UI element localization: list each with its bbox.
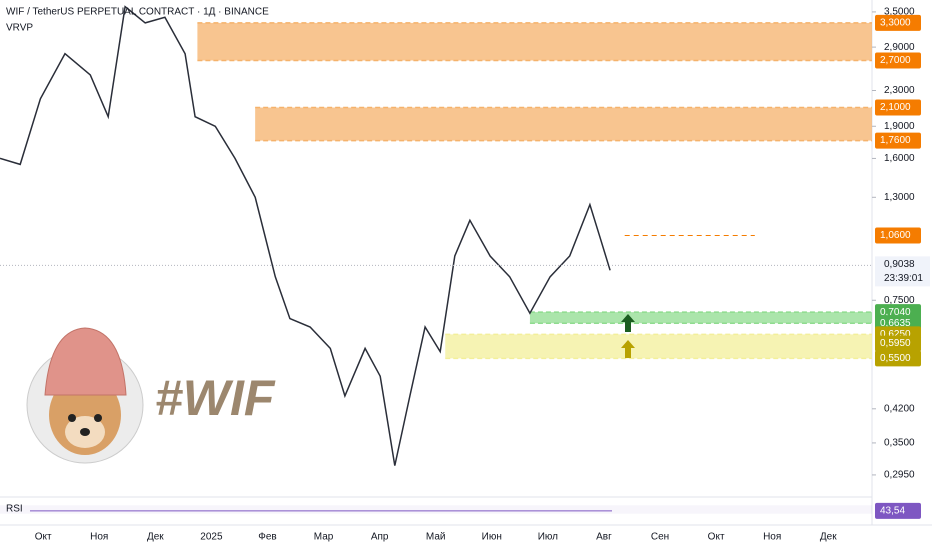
indicator-label: VRVP — [6, 23, 33, 34]
price-label-box — [875, 132, 921, 149]
price-label-box — [875, 227, 921, 244]
price-label: 1,7600 — [880, 135, 911, 146]
x-tick-label: Авг — [596, 532, 612, 543]
price-label-box — [875, 14, 921, 31]
x-tick-label: Сен — [651, 532, 669, 543]
last-price-label: 0,9038 — [884, 259, 915, 270]
x-tick-label: Дек — [820, 532, 837, 543]
y-tick-label: 0,7500 — [884, 295, 915, 306]
zone — [197, 22, 872, 61]
x-tick-label: Дек — [147, 532, 164, 543]
arrow-up — [621, 314, 635, 332]
y-tick-label: 1,6000 — [884, 153, 915, 164]
x-tick-label: Июн — [482, 532, 502, 543]
x-tick-label: Окт — [708, 532, 725, 543]
chart-title: WIF / TetherUS PERPETUAL CONTRACT · 1Д ·… — [6, 7, 269, 18]
price-label: 2,7000 — [880, 55, 911, 66]
y-tick-label: 2,9000 — [884, 42, 915, 53]
x-tick-label: Апр — [371, 532, 389, 543]
price-label-box — [875, 99, 921, 116]
price-label: 2,1000 — [880, 102, 911, 113]
price-line — [0, 5, 611, 466]
price-label-box — [875, 350, 921, 367]
price-label: 1,0600 — [880, 230, 911, 241]
countdown: 23:39:01 — [884, 273, 923, 284]
x-tick-label: Окт — [35, 532, 52, 543]
price-label-box — [875, 335, 921, 352]
x-tick-label: Мар — [314, 532, 334, 543]
x-tick-label: Май — [426, 532, 446, 543]
price-label: 3,3000 — [880, 18, 911, 29]
y-tick-label: 2,3000 — [884, 85, 915, 96]
arrow-up — [621, 340, 635, 358]
x-tick-label: Фев — [258, 532, 276, 543]
y-tick-label: 1,3000 — [884, 192, 915, 203]
price-label: 0,5500 — [880, 353, 911, 364]
x-tick-label: 2025 — [200, 532, 223, 543]
y-tick-label: 0,3500 — [884, 438, 915, 449]
price-label: 0,6250 — [880, 329, 911, 340]
x-tick-label: Ноя — [763, 532, 781, 543]
y-tick-label: 0,4200 — [884, 403, 915, 414]
price-label: 0,6635 — [880, 318, 911, 329]
rsi-name: RSI — [6, 504, 23, 515]
price-label-box — [875, 52, 921, 69]
x-tick-label: Июл — [538, 532, 558, 543]
zone — [255, 107, 872, 141]
zone — [529, 312, 872, 324]
price-label: 0,5950 — [880, 338, 911, 349]
rsi-band — [0, 505, 872, 514]
y-tick-label: 1,9000 — [884, 121, 915, 132]
avatar — [26, 327, 144, 464]
rsi-value-box — [875, 502, 921, 519]
rsi-value-label: 43,54 — [880, 505, 905, 516]
y-tick-label: 3,5000 — [884, 7, 915, 18]
zone — [445, 334, 872, 359]
watermark: #WIF — [155, 370, 276, 426]
price-label: 0,7040 — [880, 307, 911, 318]
y-tick-label: 0,2950 — [884, 470, 915, 481]
x-tick-label: Ноя — [90, 532, 108, 543]
last-price-box — [875, 256, 930, 287]
